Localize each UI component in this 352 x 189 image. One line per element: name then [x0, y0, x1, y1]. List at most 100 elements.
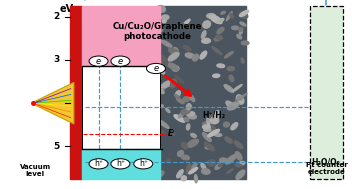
- Ellipse shape: [184, 118, 189, 122]
- Ellipse shape: [227, 169, 233, 174]
- Ellipse shape: [207, 160, 216, 166]
- Ellipse shape: [237, 34, 241, 39]
- Text: e: e: [153, 64, 158, 73]
- Ellipse shape: [236, 95, 244, 104]
- Ellipse shape: [224, 85, 234, 92]
- Ellipse shape: [226, 155, 236, 164]
- Ellipse shape: [212, 47, 222, 54]
- Text: 3: 3: [54, 55, 60, 64]
- Ellipse shape: [200, 51, 207, 59]
- Ellipse shape: [235, 152, 242, 160]
- Ellipse shape: [239, 30, 242, 34]
- Ellipse shape: [227, 67, 234, 71]
- Ellipse shape: [205, 146, 213, 149]
- Ellipse shape: [234, 141, 243, 149]
- Ellipse shape: [230, 14, 233, 18]
- Ellipse shape: [186, 112, 195, 116]
- Ellipse shape: [225, 137, 232, 143]
- Ellipse shape: [235, 164, 242, 167]
- Ellipse shape: [169, 48, 180, 55]
- Ellipse shape: [160, 26, 163, 31]
- Ellipse shape: [240, 22, 246, 26]
- Text: 4: 4: [54, 99, 60, 108]
- Circle shape: [89, 56, 108, 66]
- Ellipse shape: [214, 133, 222, 136]
- Ellipse shape: [186, 164, 191, 174]
- Ellipse shape: [240, 10, 249, 16]
- Ellipse shape: [160, 130, 165, 134]
- Ellipse shape: [232, 84, 242, 92]
- Polygon shape: [31, 82, 74, 124]
- Ellipse shape: [158, 171, 164, 177]
- Ellipse shape: [166, 108, 170, 113]
- Text: Pt counter
electrode: Pt counter electrode: [306, 162, 347, 175]
- Circle shape: [134, 159, 153, 169]
- Ellipse shape: [210, 117, 219, 124]
- Ellipse shape: [181, 142, 187, 149]
- Ellipse shape: [202, 125, 210, 129]
- Ellipse shape: [208, 113, 217, 122]
- Ellipse shape: [202, 133, 211, 142]
- Bar: [70, 6, 82, 179]
- Ellipse shape: [175, 75, 184, 83]
- Circle shape: [111, 159, 130, 169]
- Ellipse shape: [158, 105, 163, 108]
- Ellipse shape: [210, 15, 222, 24]
- Bar: [160, 6, 246, 179]
- Ellipse shape: [217, 64, 225, 67]
- Ellipse shape: [157, 66, 165, 74]
- Ellipse shape: [187, 124, 190, 130]
- Ellipse shape: [187, 104, 191, 110]
- Text: Cu/Cu₂O/Graphene
photocathode: Cu/Cu₂O/Graphene photocathode: [112, 22, 202, 41]
- Ellipse shape: [181, 155, 189, 160]
- Ellipse shape: [217, 19, 224, 23]
- Ellipse shape: [227, 102, 239, 110]
- Ellipse shape: [158, 60, 164, 64]
- Ellipse shape: [176, 98, 184, 104]
- Ellipse shape: [193, 54, 199, 61]
- Text: h⁺: h⁺: [116, 159, 125, 168]
- Ellipse shape: [226, 101, 235, 109]
- Text: Eⁱ: Eⁱ: [168, 129, 175, 138]
- Ellipse shape: [207, 118, 209, 126]
- Ellipse shape: [168, 53, 179, 61]
- Circle shape: [111, 56, 130, 66]
- Ellipse shape: [226, 12, 232, 21]
- Ellipse shape: [203, 122, 210, 126]
- Ellipse shape: [225, 51, 233, 58]
- Ellipse shape: [208, 119, 216, 123]
- Bar: [82, 6, 160, 66]
- Ellipse shape: [177, 170, 183, 178]
- Ellipse shape: [201, 31, 206, 39]
- Ellipse shape: [158, 85, 166, 91]
- Ellipse shape: [235, 93, 247, 102]
- Ellipse shape: [161, 15, 169, 20]
- Ellipse shape: [169, 63, 178, 71]
- Text: 2: 2: [54, 12, 60, 21]
- Ellipse shape: [188, 114, 196, 119]
- Ellipse shape: [202, 169, 210, 174]
- Ellipse shape: [239, 12, 248, 18]
- Ellipse shape: [207, 14, 215, 18]
- Ellipse shape: [236, 170, 245, 179]
- Text: e: e: [118, 57, 123, 66]
- Text: H⁺/H₂: H⁺/H₂: [202, 111, 226, 120]
- Ellipse shape: [231, 123, 238, 130]
- Ellipse shape: [175, 94, 180, 98]
- Text: Vacuum
level: Vacuum level: [20, 164, 51, 177]
- Ellipse shape: [183, 96, 191, 102]
- Ellipse shape: [195, 175, 197, 183]
- Ellipse shape: [181, 109, 190, 115]
- Bar: [82, 149, 160, 179]
- Ellipse shape: [232, 26, 239, 30]
- Ellipse shape: [165, 159, 171, 162]
- Ellipse shape: [237, 96, 243, 100]
- Circle shape: [89, 159, 108, 169]
- Ellipse shape: [241, 58, 244, 63]
- Ellipse shape: [238, 27, 243, 31]
- Ellipse shape: [178, 24, 185, 28]
- Text: 5: 5: [54, 142, 60, 151]
- Ellipse shape: [167, 63, 171, 67]
- Ellipse shape: [201, 163, 206, 170]
- Ellipse shape: [178, 111, 184, 118]
